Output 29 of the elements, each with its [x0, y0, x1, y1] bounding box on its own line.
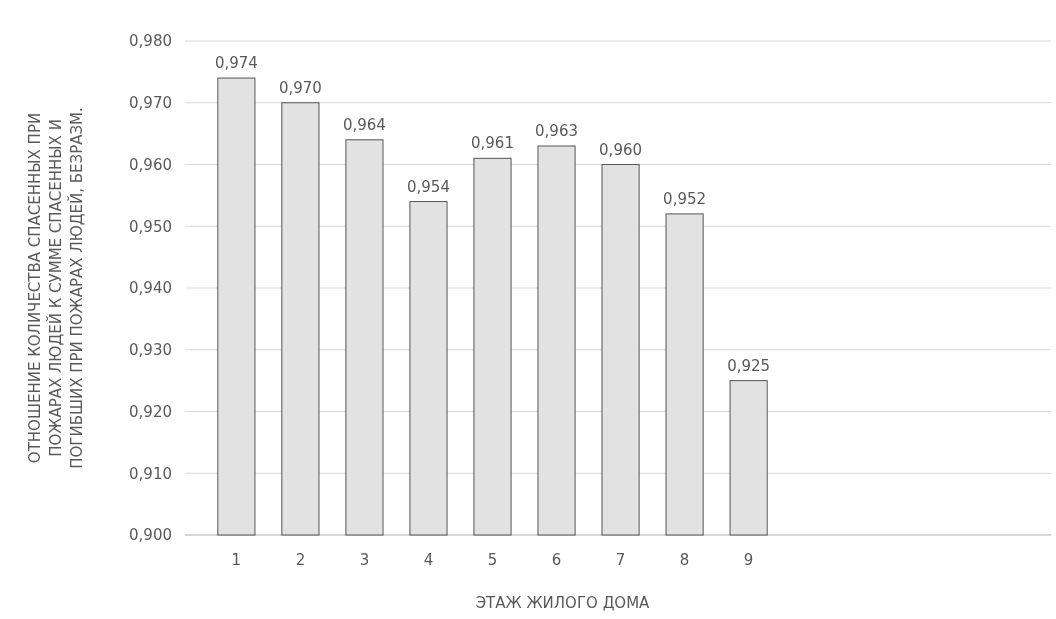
x-tick-label: 1 [231, 551, 242, 569]
y-tick-label: 0,900 [129, 526, 172, 545]
x-tick-label: 7 [615, 551, 626, 569]
data-label: 0,974 [214, 54, 258, 73]
y-tick-label: 0,930 [129, 341, 172, 359]
x-tick-label: 6 [551, 551, 562, 569]
x-tick-label: 5 [487, 551, 498, 569]
y-tick-label: 0,950 [129, 217, 172, 236]
y-tick-label: 0,960 [129, 155, 172, 174]
y-tick-label: 0,910 [129, 464, 172, 483]
x-tick-label: 4 [423, 551, 434, 569]
y-tick-label: 0,920 [129, 402, 172, 421]
x-tick-label: 2 [295, 551, 306, 569]
x-axis-title: ЭТАЖ ЖИЛОГО ДОМА [475, 594, 651, 612]
data-label: 0,964 [342, 115, 386, 134]
x-tick-label: 3 [359, 551, 370, 569]
y-tick-label: 0,970 [129, 94, 172, 112]
x-tick-label: 8 [679, 551, 690, 569]
data-label: 0,970 [278, 78, 322, 97]
data-label: 0,952 [663, 189, 707, 208]
y-tick-label: 0,980 [129, 32, 172, 51]
data-label: 0,954 [406, 177, 450, 196]
data-label: 0,925 [727, 356, 771, 375]
data-label: 0,961 [471, 134, 514, 153]
y-axis-title: ОТНОШЕНИЕ КОЛИЧЕСТВА СПАСЕННЫХ ПРИ ПОЖАРАХ ЛЮДЕЙ К СУММЕ СПАСЕННЫХ И ПОГИБШИХ ПРИ ПОЖАРАХ ЛЮДЕЙ, БЕЗРАЗМ. [26, 107, 86, 469]
x-tick-label: 9 [743, 551, 754, 569]
y-tick-label: 0,940 [129, 279, 172, 298]
data-label: 0,960 [599, 140, 643, 159]
data-label: 0,963 [535, 121, 579, 140]
